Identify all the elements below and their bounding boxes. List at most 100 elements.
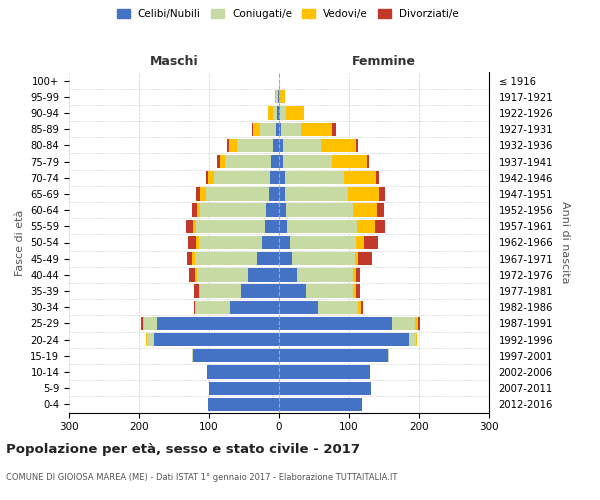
Legend: Celibi/Nubili, Coniugati/e, Vedovi/e, Divorziati/e: Celibi/Nubili, Coniugati/e, Vedovi/e, Di…: [113, 5, 463, 24]
Bar: [188, 236, 196, 249]
Bar: [194, 284, 199, 298]
Bar: [358, 220, 375, 233]
Bar: [200, 284, 241, 298]
Bar: [301, 122, 332, 136]
Bar: [279, 398, 362, 411]
Bar: [262, 236, 279, 249]
Bar: [279, 284, 305, 298]
Bar: [208, 171, 214, 184]
Text: Femmine: Femmine: [352, 54, 416, 68]
Bar: [279, 317, 392, 330]
Bar: [214, 171, 270, 184]
Bar: [225, 155, 271, 168]
Bar: [265, 220, 279, 233]
Bar: [418, 317, 420, 330]
Bar: [143, 317, 144, 330]
Bar: [207, 366, 279, 378]
Bar: [205, 188, 269, 200]
Bar: [157, 317, 279, 330]
Bar: [248, 268, 279, 281]
Bar: [279, 106, 280, 120]
Bar: [195, 268, 197, 281]
Bar: [208, 398, 279, 411]
Bar: [253, 122, 260, 136]
Bar: [355, 252, 358, 266]
Bar: [280, 90, 284, 104]
Bar: [269, 188, 279, 200]
Bar: [283, 138, 321, 152]
Bar: [305, 284, 353, 298]
Y-axis label: Fasce di età: Fasce di età: [14, 210, 25, 276]
Bar: [192, 252, 195, 266]
Bar: [271, 155, 279, 168]
Bar: [331, 155, 367, 168]
Bar: [260, 122, 275, 136]
Bar: [279, 155, 283, 168]
Bar: [196, 188, 200, 200]
Bar: [146, 333, 148, 346]
Bar: [296, 268, 353, 281]
Bar: [409, 333, 415, 346]
Bar: [290, 236, 356, 249]
Bar: [199, 236, 262, 249]
Text: Maschi: Maschi: [149, 54, 199, 68]
Bar: [356, 236, 364, 249]
Bar: [364, 236, 379, 249]
Bar: [415, 317, 418, 330]
Bar: [367, 155, 370, 168]
Bar: [190, 268, 195, 281]
Bar: [193, 349, 279, 362]
Bar: [199, 284, 200, 298]
Bar: [283, 155, 331, 168]
Bar: [209, 382, 279, 395]
Bar: [344, 171, 376, 184]
Bar: [196, 300, 230, 314]
Bar: [237, 138, 274, 152]
Bar: [196, 220, 265, 233]
Bar: [279, 90, 280, 104]
Bar: [279, 236, 290, 249]
Bar: [279, 268, 296, 281]
Bar: [277, 106, 279, 120]
Bar: [197, 204, 200, 217]
Bar: [276, 90, 278, 104]
Bar: [197, 268, 248, 281]
Bar: [200, 188, 205, 200]
Bar: [275, 122, 279, 136]
Bar: [195, 300, 196, 314]
Bar: [257, 252, 279, 266]
Bar: [148, 333, 154, 346]
Bar: [279, 382, 371, 395]
Bar: [284, 171, 344, 184]
Bar: [141, 317, 143, 330]
Bar: [274, 138, 279, 152]
Bar: [353, 284, 356, 298]
Bar: [186, 220, 193, 233]
Bar: [241, 284, 279, 298]
Bar: [279, 252, 292, 266]
Bar: [392, 317, 415, 330]
Bar: [196, 236, 199, 249]
Bar: [279, 122, 281, 136]
Bar: [194, 300, 195, 314]
Bar: [280, 106, 286, 120]
Bar: [347, 188, 379, 200]
Bar: [279, 138, 283, 152]
Bar: [388, 349, 389, 362]
Bar: [317, 300, 358, 314]
Bar: [227, 138, 229, 152]
Bar: [286, 106, 304, 120]
Bar: [279, 171, 284, 184]
Bar: [415, 333, 417, 346]
Bar: [358, 300, 361, 314]
Bar: [321, 138, 356, 152]
Bar: [279, 300, 317, 314]
Bar: [229, 138, 237, 152]
Bar: [220, 155, 225, 168]
Bar: [286, 204, 353, 217]
Bar: [292, 252, 355, 266]
Bar: [275, 90, 276, 104]
Bar: [266, 204, 279, 217]
Bar: [356, 284, 359, 298]
Bar: [230, 300, 279, 314]
